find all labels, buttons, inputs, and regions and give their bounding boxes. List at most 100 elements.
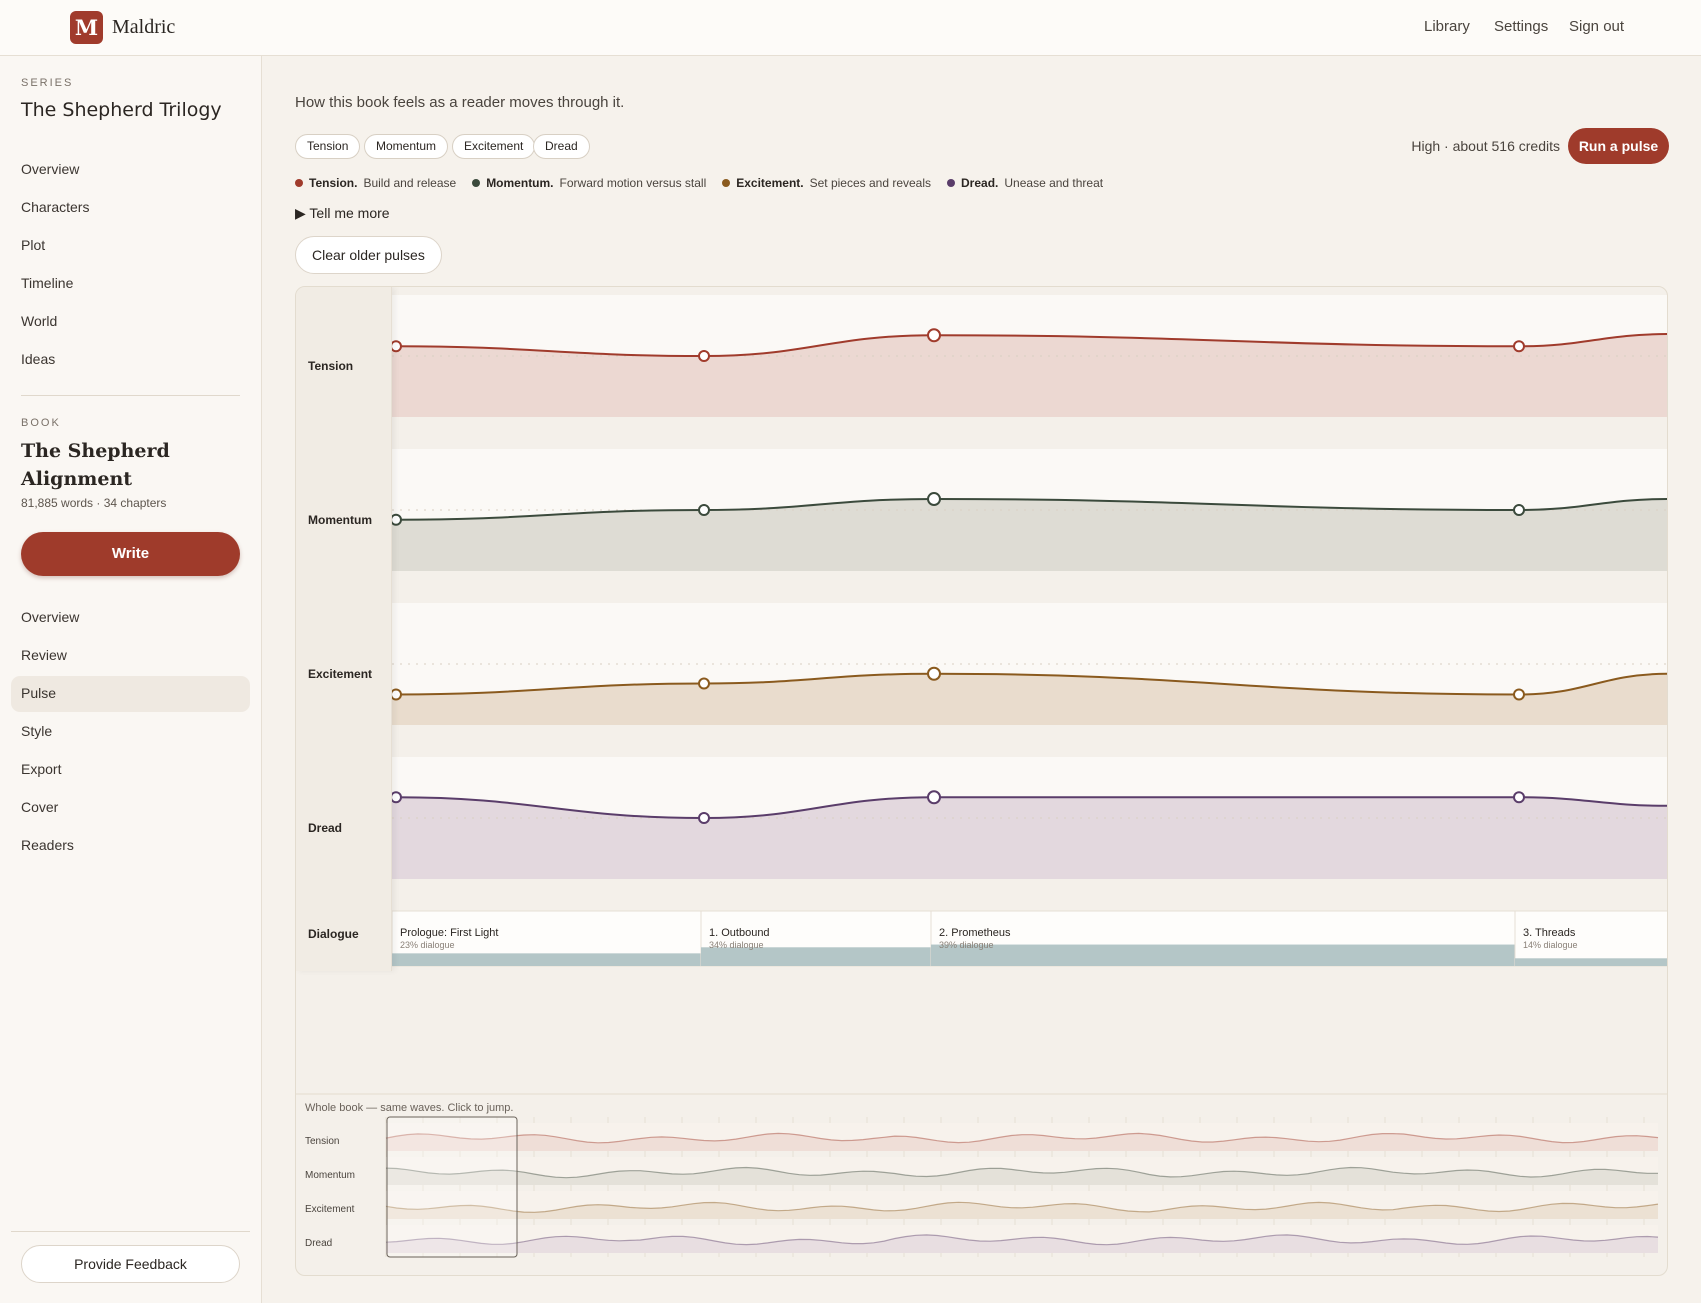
series-item-plot[interactable]: Plot: [21, 237, 46, 253]
legend-name: Dread.: [961, 176, 999, 190]
legend-item-momentum: Momentum. Forward motion versus stall: [472, 176, 706, 190]
legend-desc: Forward motion versus stall: [559, 176, 707, 190]
series-line-tension: [395, 333, 1667, 358]
disclosure-triangle-icon: ▶: [295, 205, 306, 221]
data-point: [1513, 504, 1525, 516]
legend-name: Momentum.: [486, 176, 554, 190]
chapter-block: [1514, 910, 1667, 967]
main-content: How this book feels as a reader moves th…: [263, 56, 1701, 1303]
chip-dread[interactable]: Dread: [533, 134, 590, 159]
track-label-excitement: Excitement: [308, 667, 373, 681]
nav-settings[interactable]: Settings: [1494, 18, 1549, 35]
series-item-timeline[interactable]: Timeline: [21, 275, 74, 291]
book-item-overview[interactable]: Overview: [21, 609, 80, 625]
chapter-dialogue-label: 23% dialogue: [400, 940, 455, 950]
overview-line-momentum: [385, 1166, 1658, 1179]
chapter-title: 3. Threads: [1523, 927, 1576, 939]
data-point: [1513, 688, 1525, 701]
legend-name: Tension.: [309, 176, 358, 190]
series-item-overview[interactable]: Overview: [21, 161, 80, 177]
series-item-ideas[interactable]: Ideas: [21, 351, 56, 367]
series-title[interactable]: The Shepherd Trilogy: [21, 99, 222, 121]
chip-momentum[interactable]: Momentum: [364, 134, 449, 159]
chapter-title: 1. Outbound: [709, 927, 770, 939]
nav-library[interactable]: Library: [1424, 18, 1470, 35]
book-item-style[interactable]: Style: [21, 723, 53, 739]
dialogue-bar: [701, 947, 931, 966]
overview-label-excitement: Excitement: [305, 1204, 355, 1215]
write-button[interactable]: Write: [21, 532, 240, 576]
book-eyebrow: BOOK: [21, 417, 61, 429]
credits-estimate: High · about 516 credits: [1411, 138, 1560, 154]
data-point: [698, 677, 710, 690]
overview-line-tension: [385, 1132, 1659, 1144]
run-pulse-button[interactable]: Run a pulse: [1568, 128, 1669, 164]
provide-feedback-button[interactable]: Provide Feedback: [21, 1245, 240, 1283]
chapter-dialogue-label: 39% dialogue: [939, 940, 994, 950]
overview-label-tension: Tension: [305, 1136, 340, 1147]
data-point: [390, 340, 402, 353]
legend-item-dread: Dread. Unease and threat: [947, 176, 1103, 190]
excitement-dot-icon: [722, 179, 731, 187]
overview-caption: Whole book — same waves. Click to jump.: [305, 1102, 514, 1114]
data-point: [927, 492, 941, 507]
nav-sign-out[interactable]: Sign out: [1569, 18, 1625, 35]
tension-dot-icon: [295, 179, 303, 187]
sidebar: SERIES The Shepherd Trilogy Overview Cha…: [0, 56, 262, 1303]
sidebar-footer-divider: [11, 1231, 250, 1232]
dread-dot-icon: [947, 179, 956, 187]
dialogue-bar: [931, 944, 1515, 966]
book-item-pulse[interactable]: Pulse: [11, 676, 250, 712]
series-line-excitement: [395, 672, 1667, 696]
data-point: [390, 513, 402, 526]
chapter-dialogue-label: 34% dialogue: [709, 940, 764, 950]
series-area-dread: [392, 797, 1667, 879]
overview-label-momentum: Momentum: [305, 1170, 356, 1181]
app-name[interactable]: Maldric: [112, 16, 176, 38]
sidebar-divider: [21, 395, 240, 396]
legend-name: Excitement.: [736, 176, 804, 190]
track-label-dread: Dread: [308, 821, 343, 835]
page-intro: How this book feels as a reader moves th…: [295, 94, 625, 111]
book-item-review[interactable]: Review: [21, 647, 67, 663]
series-line-momentum: [395, 498, 1667, 521]
app-logo[interactable]: M: [70, 11, 103, 44]
data-point: [390, 688, 402, 701]
legend-desc: Set pieces and reveals: [809, 176, 932, 190]
series-area-tension: [392, 334, 1667, 417]
series-item-world[interactable]: World: [21, 313, 58, 329]
overview-label-dread: Dread: [305, 1238, 333, 1249]
dialogue-bar: [392, 953, 701, 966]
data-point: [698, 812, 710, 824]
book-title[interactable]: The Shepherd Alignment: [21, 440, 170, 490]
chip-tension[interactable]: Tension: [295, 134, 361, 159]
data-point: [390, 791, 402, 804]
clear-older-pulses-button[interactable]: Clear older pulses: [295, 236, 442, 274]
book-item-readers[interactable]: Readers: [21, 837, 74, 853]
book-meta: 81,885 words · 34 chapters: [21, 496, 167, 510]
overview-line-dread: [385, 1234, 1659, 1246]
legend: Tension. Build and release Momentum. For…: [295, 176, 1103, 190]
track-label-tension: Tension: [308, 359, 354, 373]
book-item-export[interactable]: Export: [21, 761, 62, 777]
track-label-momentum: Momentum: [308, 513, 372, 527]
track-label-dialogue: Dialogue: [308, 927, 359, 941]
data-point: [698, 504, 710, 516]
data-point: [927, 328, 941, 343]
chapter-dialogue-label: 14% dialogue: [1523, 940, 1578, 950]
chip-excitement[interactable]: Excitement: [452, 134, 536, 159]
chapter-title: 2. Prometheus: [939, 927, 1011, 939]
tell-me-more-toggle[interactable]: ▶ Tell me more: [295, 205, 390, 222]
book-item-cover[interactable]: Cover: [21, 799, 59, 815]
momentum-dot-icon: [472, 179, 481, 187]
overview-area-momentum: [386, 1167, 1658, 1185]
data-point: [698, 350, 710, 362]
data-point: [1513, 791, 1525, 804]
dialogue-bar: [1515, 958, 1667, 966]
pulse-panel: Prologue: First Light 23% dialogue 1. Outb…: [295, 286, 1668, 1276]
data-point: [927, 790, 941, 805]
series-item-characters[interactable]: Characters: [21, 199, 90, 215]
data-point: [1513, 340, 1525, 353]
legend-item-tension: Tension. Build and release: [295, 176, 456, 190]
